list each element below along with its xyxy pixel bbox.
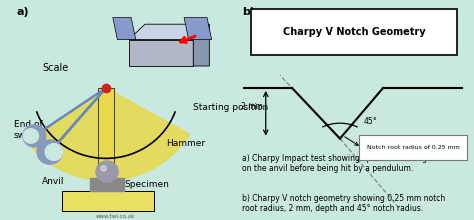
Text: 45°: 45° <box>364 117 377 125</box>
Polygon shape <box>90 178 124 191</box>
Text: End of
swing: End of swing <box>14 120 43 139</box>
Text: b) Charpy V notch geometry showing 0.25 mm notch
root radius, 2 mm, depth and 45: b) Charpy V notch geometry showing 0.25 … <box>242 194 445 213</box>
Circle shape <box>96 161 118 182</box>
Text: a) Charpy Impact test showing specimen arrangement
on the anvil before being hit: a) Charpy Impact test showing specimen a… <box>242 154 451 173</box>
Circle shape <box>23 125 46 147</box>
Text: Starting position: Starting position <box>193 103 268 112</box>
Text: www.twi.co.uk: www.twi.co.uk <box>95 214 135 219</box>
Text: Anvil: Anvil <box>42 177 64 186</box>
Text: Specimen: Specimen <box>124 180 169 189</box>
Polygon shape <box>27 88 190 180</box>
Polygon shape <box>98 88 114 191</box>
Circle shape <box>101 166 106 171</box>
Polygon shape <box>129 40 193 66</box>
Polygon shape <box>184 18 211 40</box>
Polygon shape <box>193 24 210 66</box>
FancyBboxPatch shape <box>359 135 467 160</box>
Text: Charpy V Notch Geometry: Charpy V Notch Geometry <box>283 27 426 37</box>
Text: a): a) <box>16 7 29 16</box>
Text: 2 mm: 2 mm <box>241 102 264 111</box>
Polygon shape <box>113 18 136 40</box>
Text: b): b) <box>242 7 255 16</box>
Circle shape <box>37 140 63 164</box>
Text: Notch root radius of 0.25 mm: Notch root radius of 0.25 mm <box>366 145 459 150</box>
Polygon shape <box>62 191 154 211</box>
Text: Scale: Scale <box>42 63 68 73</box>
Circle shape <box>23 129 38 143</box>
FancyBboxPatch shape <box>251 9 457 55</box>
Text: Hammer: Hammer <box>165 139 205 147</box>
Circle shape <box>45 144 63 160</box>
Polygon shape <box>129 24 210 40</box>
